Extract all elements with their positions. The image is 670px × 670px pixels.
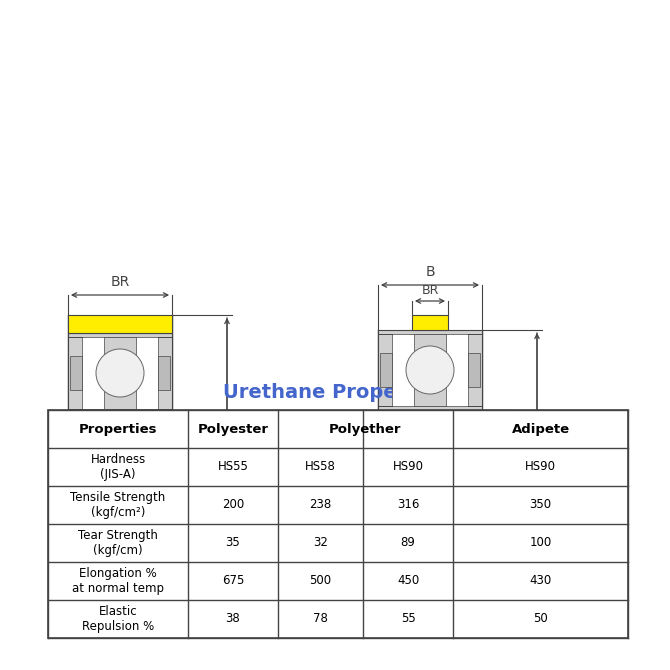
- Text: Properties: Properties: [79, 423, 157, 436]
- Text: Ød: Ød: [480, 442, 502, 458]
- Bar: [414, 410, 446, 490]
- Bar: [468, 353, 480, 387]
- Text: 500: 500: [310, 574, 332, 588]
- Bar: [70, 356, 82, 390]
- Text: 316: 316: [397, 498, 419, 511]
- Text: Ød: Ød: [170, 446, 192, 460]
- Bar: [378, 490, 482, 570]
- Text: Elongation %
at normal temp: Elongation % at normal temp: [72, 567, 164, 595]
- Text: D1: D1: [518, 530, 539, 545]
- Text: 450: 450: [397, 574, 419, 588]
- Text: PWR: PWR: [408, 598, 452, 616]
- Text: PR: PR: [107, 604, 133, 622]
- Text: Urethane Properties: Urethane Properties: [223, 383, 447, 401]
- Bar: [414, 334, 446, 406]
- Text: Tensile Strength
(kgf/cm²): Tensile Strength (kgf/cm²): [70, 491, 165, 519]
- Bar: [380, 353, 392, 387]
- Bar: [392, 334, 468, 406]
- Bar: [104, 497, 136, 569]
- Bar: [68, 573, 172, 591]
- Bar: [68, 333, 172, 413]
- Bar: [68, 413, 172, 493]
- Text: ØD: ØD: [545, 442, 569, 458]
- Text: 675: 675: [222, 574, 244, 588]
- Text: 32: 32: [313, 537, 328, 549]
- Text: 200: 200: [222, 498, 244, 511]
- Text: HS55: HS55: [218, 460, 249, 474]
- Text: 89: 89: [401, 537, 415, 549]
- Circle shape: [96, 509, 144, 557]
- Bar: [68, 315, 172, 333]
- Text: 238: 238: [310, 498, 332, 511]
- Bar: [158, 516, 170, 550]
- Text: Hardness
(JIS-A): Hardness (JIS-A): [90, 453, 145, 481]
- Text: Elastic
Repulsion %: Elastic Repulsion %: [82, 605, 154, 633]
- Text: BR: BR: [111, 275, 129, 289]
- Text: HS58: HS58: [305, 460, 336, 474]
- Bar: [412, 570, 448, 585]
- Bar: [82, 337, 158, 409]
- Bar: [82, 497, 158, 569]
- Text: BR: BR: [421, 284, 439, 297]
- Text: Polyether: Polyether: [329, 423, 402, 436]
- Text: 100: 100: [529, 537, 551, 549]
- Text: Polyester: Polyester: [198, 423, 269, 436]
- Bar: [68, 493, 172, 573]
- Bar: [104, 337, 136, 409]
- Text: 38: 38: [226, 612, 241, 626]
- Text: 35: 35: [226, 537, 241, 549]
- Text: B: B: [425, 265, 435, 279]
- Text: 78: 78: [313, 612, 328, 626]
- Bar: [412, 315, 448, 330]
- Bar: [414, 494, 446, 566]
- Text: 350: 350: [529, 498, 551, 511]
- Bar: [378, 410, 482, 490]
- Bar: [468, 513, 480, 547]
- Circle shape: [96, 349, 144, 397]
- Bar: [70, 516, 82, 550]
- Bar: [378, 330, 482, 410]
- Text: HS90: HS90: [525, 460, 556, 474]
- Text: D1: D1: [208, 535, 229, 549]
- Text: 50: 50: [533, 612, 548, 626]
- Text: Adipete: Adipete: [511, 423, 570, 436]
- Bar: [392, 494, 468, 566]
- Bar: [48, 410, 628, 638]
- Bar: [158, 356, 170, 390]
- Text: 55: 55: [401, 612, 415, 626]
- Circle shape: [406, 346, 454, 394]
- Text: ØD: ØD: [235, 446, 259, 460]
- Text: 430: 430: [529, 574, 551, 588]
- Bar: [380, 513, 392, 547]
- Circle shape: [406, 506, 454, 554]
- Text: Tear Strength
(kgf/cm): Tear Strength (kgf/cm): [78, 529, 158, 557]
- Bar: [104, 413, 136, 493]
- Text: HS90: HS90: [393, 460, 423, 474]
